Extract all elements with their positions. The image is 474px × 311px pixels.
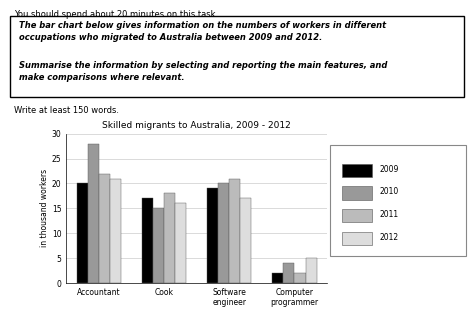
Text: Write at least 150 words.: Write at least 150 words.: [14, 106, 119, 115]
Bar: [164, 193, 175, 283]
Bar: [218, 183, 229, 283]
Bar: [272, 273, 283, 283]
Bar: [207, 188, 218, 283]
Text: 2011: 2011: [380, 210, 399, 219]
Bar: [88, 144, 99, 283]
Bar: [342, 209, 372, 222]
FancyBboxPatch shape: [330, 145, 466, 256]
Bar: [99, 174, 110, 283]
Text: 2012: 2012: [380, 233, 399, 242]
FancyBboxPatch shape: [10, 16, 464, 97]
Bar: [294, 273, 306, 283]
Bar: [306, 258, 317, 283]
Bar: [240, 198, 251, 283]
Title: Skilled migrants to Australia, 2009 - 2012: Skilled migrants to Australia, 2009 - 20…: [102, 121, 291, 130]
Text: The bar chart below gives information on the numbers of workers in different
occ: The bar chart below gives information on…: [18, 21, 386, 42]
Bar: [77, 183, 88, 283]
Bar: [342, 164, 372, 177]
Bar: [229, 179, 240, 283]
Bar: [283, 263, 294, 283]
Bar: [153, 208, 164, 283]
Text: Summarise the information by selecting and reporting the main features, and
make: Summarise the information by selecting a…: [18, 61, 387, 82]
Text: 2010: 2010: [380, 188, 399, 196]
Bar: [342, 186, 372, 200]
Bar: [110, 179, 121, 283]
Bar: [142, 198, 153, 283]
Text: 2009: 2009: [380, 165, 399, 174]
Bar: [342, 232, 372, 245]
Y-axis label: in thousand workers: in thousand workers: [40, 169, 49, 248]
Text: You should spend about 20 minutes on this task.: You should spend about 20 minutes on thi…: [14, 10, 219, 19]
Bar: [175, 203, 186, 283]
